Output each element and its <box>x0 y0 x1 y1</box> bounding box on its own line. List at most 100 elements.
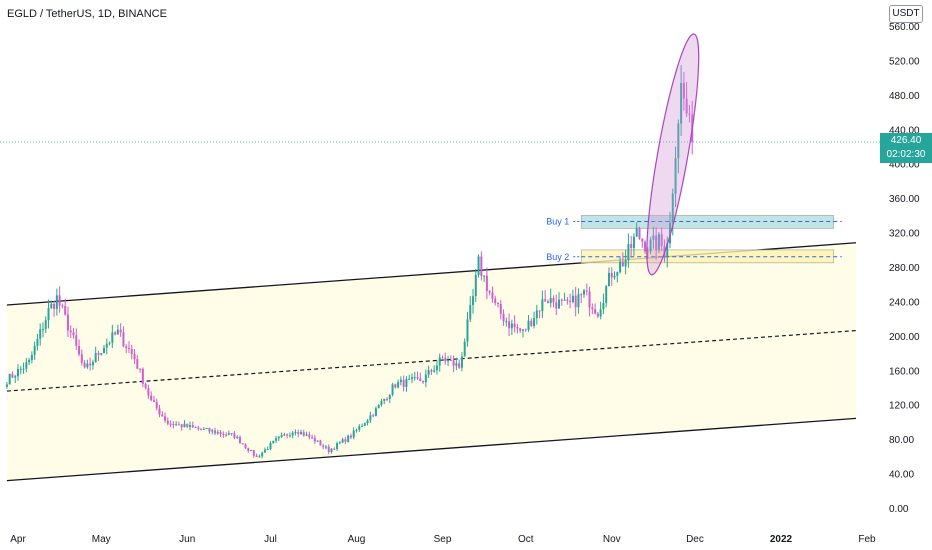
candle-body <box>205 428 208 430</box>
candle-body <box>521 329 524 331</box>
candle-body <box>533 318 536 326</box>
candle-body <box>219 432 222 434</box>
candle-body <box>17 369 19 377</box>
candle-body <box>261 452 264 457</box>
candle-body <box>169 423 172 425</box>
candle-body <box>680 82 683 124</box>
x-tick-label: Dec <box>686 534 704 545</box>
candle-body <box>641 238 644 242</box>
candle-body <box>333 448 336 450</box>
candle-body <box>677 123 680 159</box>
candle-body <box>166 420 169 424</box>
candle-body <box>269 443 272 450</box>
candle-body <box>519 328 522 331</box>
candle-body <box>530 320 533 326</box>
candle-body <box>327 446 330 453</box>
candle-body <box>324 446 327 448</box>
candle-body <box>58 295 61 306</box>
candle-body <box>280 435 283 437</box>
candle-body <box>189 425 192 427</box>
candle-body <box>566 299 569 301</box>
candle-body <box>125 346 128 349</box>
candle-body <box>638 228 641 239</box>
candle-body <box>233 433 236 438</box>
candle-body <box>141 368 144 384</box>
candle-body <box>627 244 630 261</box>
candle-body <box>83 362 86 368</box>
currency-badge[interactable]: USDT <box>889 5 923 23</box>
candle-body <box>33 345 36 355</box>
candle-body <box>596 313 599 317</box>
candle-body <box>458 363 461 368</box>
candle-body <box>685 98 688 114</box>
candle-body <box>172 423 175 426</box>
candle-body <box>635 228 638 237</box>
candle-body <box>208 428 211 432</box>
candle-body <box>410 377 413 379</box>
candle-body <box>230 433 233 435</box>
candle-body <box>602 302 605 310</box>
x-tick-label: Nov <box>603 534 621 545</box>
candle-body <box>508 321 511 329</box>
y-tick-label: 480.00 <box>889 91 920 102</box>
candle-body <box>161 414 164 417</box>
candle-body <box>344 439 347 442</box>
candle-body <box>61 305 64 307</box>
candle-body <box>621 261 624 267</box>
y-tick-label: 80.00 <box>889 435 914 446</box>
candle-body <box>433 370 436 372</box>
candle-body <box>591 307 594 310</box>
candle-body <box>477 256 480 275</box>
bar-countdown: 02:02:30 <box>886 149 926 160</box>
candle-body <box>505 321 508 323</box>
candle-body <box>319 440 322 446</box>
candle-body <box>524 329 527 331</box>
candle-body <box>213 430 216 434</box>
candle-body <box>222 433 225 435</box>
candle-body <box>380 401 383 405</box>
candle-body <box>116 329 119 335</box>
candle-body <box>311 437 314 439</box>
candle-body <box>405 379 408 387</box>
candle-body <box>180 424 183 428</box>
candle-body <box>669 222 672 244</box>
candle-body <box>391 384 394 395</box>
candle-body <box>72 332 75 336</box>
candle-body <box>449 359 452 361</box>
candle-body <box>535 310 538 319</box>
candle-body <box>258 456 261 458</box>
candle-body <box>277 436 280 439</box>
candle-body <box>136 359 139 369</box>
candle-body <box>558 299 561 309</box>
candle-body <box>674 158 677 194</box>
candle-body <box>416 377 419 379</box>
candle-body <box>297 432 300 435</box>
y-tick-label: 560.00 <box>889 22 920 33</box>
candle-body <box>397 382 400 388</box>
candle-body <box>69 330 72 333</box>
candle-body <box>122 332 125 347</box>
candle-body <box>580 294 583 296</box>
y-tick-label: 120.00 <box>889 401 920 412</box>
candle-body <box>164 416 167 421</box>
candle-body <box>630 244 633 248</box>
candle-body <box>491 292 494 299</box>
candle-body <box>247 448 250 452</box>
candle-body <box>283 434 286 436</box>
candle-body <box>613 275 616 278</box>
candle-body <box>560 299 563 301</box>
candle-body <box>241 443 244 445</box>
candle-body <box>480 256 483 276</box>
candle-body <box>624 260 627 267</box>
candle-body <box>402 379 405 387</box>
candle-body <box>236 436 239 438</box>
zone-label-2: Buy 2 <box>546 252 569 262</box>
candle-body <box>466 319 469 342</box>
candle-body <box>300 432 302 435</box>
candle-body <box>363 423 366 426</box>
candle-body <box>202 428 205 430</box>
candle-body <box>158 408 161 415</box>
candle-body <box>191 425 194 428</box>
